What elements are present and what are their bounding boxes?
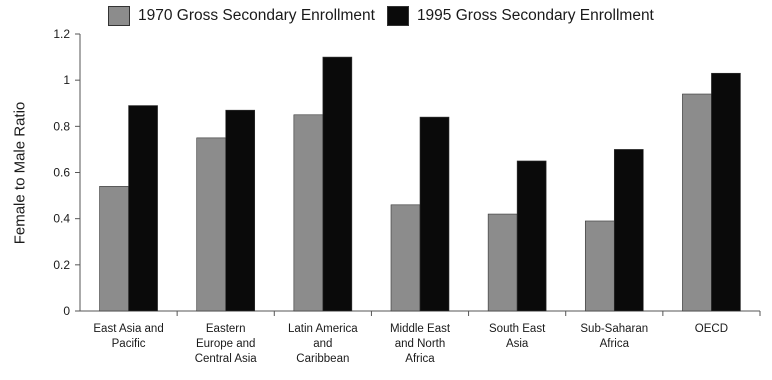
y-tick-label: 0.4 — [53, 212, 70, 226]
legend-label-1995: 1995 Gross Secondary Enrollment — [416, 7, 654, 24]
bar-1995-5 — [613, 149, 644, 312]
y-tick-label: 0.2 — [53, 258, 70, 272]
x-tick-label: South East Asia — [489, 323, 546, 350]
y-tick-label: 1.2 — [53, 27, 70, 41]
y-axis-label: Female to Male Ratio — [11, 101, 29, 245]
legend: 1970 Gross Secondary Enrollment 1995 Gro… — [108, 6, 666, 26]
x-tick-label: Sub-Saharan Africa — [580, 323, 649, 350]
bar-1995-2 — [322, 56, 353, 312]
x-tick-label: Eastern Europe and Central Asia — [194, 323, 257, 365]
bar-1995-4 — [516, 160, 547, 312]
bar-1970-1 — [196, 137, 227, 312]
legend-item-1970: 1970 Gross Secondary Enrollment — [108, 6, 375, 26]
x-tick-label: Middle East and North Africa — [389, 323, 451, 365]
x-tick-label: Latin America and Caribbean — [288, 323, 358, 365]
bar-1995-3 — [419, 116, 450, 312]
bar-1970-4 — [487, 213, 518, 312]
x-tick-label: OECD — [694, 323, 729, 335]
bar-1970-0 — [99, 186, 129, 312]
x-tick-label: East Asia and Pacific — [93, 323, 164, 350]
bar-1970-3 — [390, 204, 421, 312]
y-tick-label: 0.8 — [53, 119, 70, 133]
bar-1995-1 — [225, 109, 256, 312]
legend-item-1995: 1995 Gross Secondary Enrollment — [386, 6, 654, 26]
y-tick-label: 0 — [63, 304, 70, 318]
legend-swatch-1995 — [386, 6, 409, 26]
legend-swatch-1970 — [108, 6, 130, 26]
bar-1970-2 — [293, 114, 324, 312]
legend-label-1970: 1970 Gross Secondary Enrollment — [138, 7, 375, 24]
bar-1995-6 — [711, 72, 741, 312]
bar-1970-5 — [584, 220, 615, 312]
bar-1995-0 — [128, 105, 158, 312]
y-tick-label: 1 — [63, 73, 70, 87]
bar-1970-6 — [682, 93, 712, 312]
y-tick-label: 0.6 — [53, 166, 70, 180]
